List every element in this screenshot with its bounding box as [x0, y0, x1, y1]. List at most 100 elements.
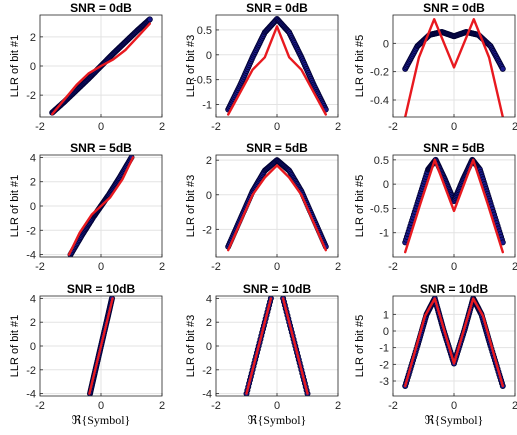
y-tick-label: 0 [383, 179, 389, 191]
x-tick-label: 0 [451, 400, 457, 412]
data-layer [243, 296, 311, 396]
approx-line [404, 18, 504, 117]
y-tick-label: -2 [26, 90, 36, 102]
y-tick-label: 0 [30, 61, 36, 73]
y-tick-label: 4 [30, 293, 36, 305]
y-axis-label: LLR of bit #1 [9, 35, 21, 97]
marker-point [146, 16, 153, 23]
y-tick-label: -1 [379, 343, 389, 355]
y-tick-label: -2 [202, 224, 212, 236]
y-tick-label: -0.5 [370, 203, 389, 215]
x-tick-label: 2 [335, 261, 341, 273]
y-tick-label: 1 [383, 309, 389, 321]
subplot-title: SNR = 0dB [246, 1, 308, 15]
data-layer [49, 16, 153, 116]
x-tick-label: 2 [159, 261, 165, 273]
x-tick-label: 0 [98, 261, 104, 273]
y-axis-label: LLR of bit #1 [9, 175, 21, 237]
y-axis-label: LLR of bit #1 [9, 315, 21, 377]
approx-line [67, 156, 135, 256]
x-tick-label: -2 [211, 121, 221, 133]
subplot-title: SNR = 0dB [70, 1, 132, 15]
x-tick-label: -2 [35, 400, 45, 412]
x-tick-label: 2 [512, 121, 517, 133]
y-axis-label: LLR of bit #3 [185, 175, 197, 237]
x-tick-label: 0 [274, 121, 280, 133]
y-tick-label: 2 [30, 32, 36, 44]
x-axis-label: ℜ{Symbol} [248, 413, 307, 427]
y-tick-label: 0 [30, 201, 36, 213]
x-tick-label: 2 [159, 400, 165, 412]
x-tick-label: 2 [512, 400, 517, 412]
data-layer [225, 157, 329, 252]
subplot-title: SNR = 10dB [67, 282, 136, 296]
y-axis-label: LLR of bit #5 [354, 175, 366, 237]
x-tick-label: 0 [274, 400, 280, 412]
y-tick-label: -2 [26, 225, 36, 237]
subplot-1: -2 0 2 -2 0 2 SNR = 0dB LLR of bit #1 [9, 1, 165, 133]
y-tick-label: 2 [206, 155, 212, 167]
x-tick-label: -2 [388, 121, 398, 133]
y-tick-label: 0 [206, 341, 212, 353]
y-tick-label: 4 [206, 293, 212, 305]
y-tick-label: -2 [379, 359, 389, 371]
approx-line [245, 297, 273, 395]
approx-line [404, 158, 504, 254]
y-tick-label: -1 [379, 228, 389, 240]
y-tick-label: 0.5 [374, 155, 389, 167]
approx-line [227, 164, 327, 252]
data-layer [87, 296, 115, 396]
y-tick-label: -0.2 [370, 67, 389, 79]
y-tick-label: 0 [206, 190, 212, 202]
y-tick-label: 0 [383, 326, 389, 338]
y-tick-label: -3 [379, 376, 389, 388]
x-tick-label: -2 [388, 261, 398, 273]
y-tick-label: 4 [30, 152, 36, 164]
x-tick-label: -2 [35, 261, 45, 273]
x-tick-label: 0 [274, 261, 280, 273]
x-tick-label: 0 [451, 121, 457, 133]
subplot-title: SNR = 5dB [423, 141, 485, 155]
y-tick-label: -0.5 [193, 75, 212, 87]
y-tick-label: 2 [30, 317, 36, 329]
x-tick-label: 2 [335, 121, 341, 133]
x-tick-label: 0 [98, 400, 104, 412]
x-tick-label: 2 [159, 121, 165, 133]
y-tick-label: -1 [202, 100, 212, 112]
subplot-3: -2 0 2 -0.4 -0.2 0 SNR = 0dB LLR of bit #5 [354, 1, 517, 133]
y-tick-label: 2 [206, 317, 212, 329]
y-tick-label: -2 [202, 365, 212, 377]
x-tick-label: 2 [512, 261, 517, 273]
y-tick-label: 0 [30, 341, 36, 353]
x-tick-label: -2 [388, 400, 398, 412]
x-tick-label: -2 [35, 121, 45, 133]
subplot-5: -2 0 2 -2 0 2 SNR = 5dB LLR of bit #3 [185, 141, 341, 273]
subplot-title: SNR = 0dB [423, 1, 485, 15]
y-tick-label: -4 [202, 389, 212, 401]
y-tick-label: -2 [26, 365, 36, 377]
y-tick-label: -4 [26, 250, 36, 262]
approx-line [227, 25, 327, 116]
x-axis-label: ℜ{Symbol} [425, 413, 484, 427]
subplot-title: SNR = 10dB [243, 282, 312, 296]
marker-point [499, 65, 506, 72]
approx-line [281, 297, 309, 395]
subplot-2: -2 0 2 -1 -0.5 0 0.5 SNR = 0dB LLR of bit #3 [185, 1, 341, 133]
y-tick-label: 0 [383, 38, 389, 50]
subplot-9: -2 0 2 -3 -2 -1 0 1 SNR = 10dB LLR of bit #5 ℜ{Sym… [354, 282, 517, 427]
y-tick-label: 2 [30, 177, 36, 189]
y-axis-label: LLR of bit #3 [185, 35, 197, 97]
subplot-6: -2 0 2 -1 -0.5 0 0.5 SNR = 5dB LLR of bit #5 [354, 141, 517, 273]
x-axis-label: ℜ{Symbol} [72, 413, 131, 427]
y-tick-label: 0.5 [197, 25, 212, 37]
data-layer [225, 15, 329, 116]
y-tick-label: -4 [26, 389, 36, 401]
subplot-title: SNR = 5dB [70, 141, 132, 155]
approx-line [88, 297, 114, 395]
y-axis-label: LLR of bit #5 [354, 315, 366, 377]
y-axis-label: LLR of bit #3 [185, 315, 197, 377]
